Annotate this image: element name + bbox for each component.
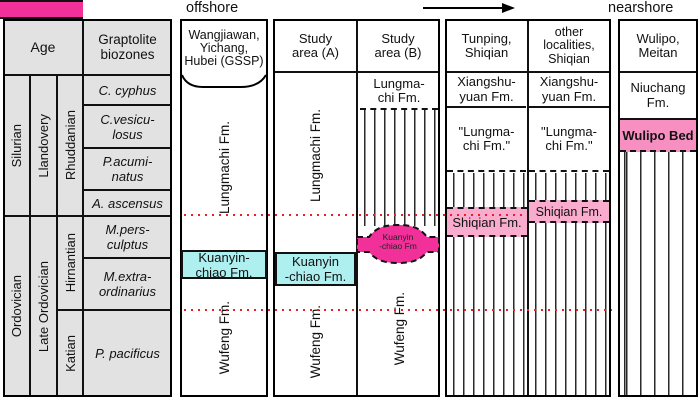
other-upper-hachure bbox=[531, 173, 607, 200]
other-lungmachi-unit: "Lungma-chi Fm." bbox=[541, 123, 597, 153]
tunping-shiqian-unit: Shiqian Fm. bbox=[447, 207, 527, 237]
age-header-cell: Age bbox=[3, 19, 83, 75]
other-localities-header: other localities, Shiqian bbox=[543, 24, 595, 66]
arrow-head-icon bbox=[502, 3, 515, 13]
other-shiqian-unit: Shiqian Fm. bbox=[529, 200, 609, 223]
wangjiawan-box bbox=[180, 19, 268, 397]
other-xiangshuyuan-unit: Xiangshu-yuan Fm. bbox=[529, 73, 609, 108]
age-table-outer-border bbox=[3, 19, 172, 397]
biozone-ascensus-cell: A. ascensus bbox=[83, 190, 172, 216]
stage-hirnantian-cell: Hirnantian bbox=[57, 216, 83, 310]
stage-katian-cell: Katian bbox=[57, 310, 83, 397]
study-b-kuanyinchiao-label: Kuanyin -chiao Fm bbox=[379, 231, 417, 251]
study-a-kuanyinchiao-unit: Kuanyin -chiao Fm. bbox=[275, 252, 356, 286]
study-a-b-divider bbox=[356, 21, 358, 395]
study-a-header: Study area (A) bbox=[292, 30, 339, 60]
biozone-pacificus-cell: P. pacificus bbox=[83, 310, 172, 397]
wulipo-header: Wulipo, Meitan bbox=[636, 30, 680, 60]
tunping-other-divider bbox=[527, 21, 529, 395]
study-b-kuanyinchiao-blob bbox=[356, 223, 440, 265]
study-b-hiatus-hachure bbox=[360, 110, 438, 226]
tunping-lungmachi-unit: "Lungma-chi Fm." bbox=[458, 123, 515, 153]
wulipo-niuchang-unit: Niuchang Fm. bbox=[630, 80, 686, 110]
wulipo-header-bottom-border bbox=[620, 71, 696, 73]
study-a-kuanyinchiao-band bbox=[0, 0, 83, 19]
biozone-extraordinarius-cell: M.extra-ordinarius bbox=[83, 258, 172, 310]
katian-hirnantian-boundary-red-line bbox=[184, 309, 612, 311]
wangjiawan-header: Wangjiawan, Yichang, Hubei (GSSP) bbox=[184, 27, 264, 68]
study-b-wufeng-label: Wufeng Fm. bbox=[391, 292, 407, 366]
tunping-unconformity-dashed-line bbox=[447, 170, 526, 172]
epoch-llandovery-cell: Llandovery bbox=[30, 75, 57, 216]
tunping-lower-hachure bbox=[449, 237, 525, 395]
tunping-header: Tunping, Shiqian bbox=[461, 30, 512, 60]
other-unconformity-dashed-line bbox=[529, 170, 609, 172]
tunping-upper-hachure bbox=[449, 173, 525, 207]
biozone-cyphus-cell: C. cyphus bbox=[83, 75, 172, 105]
shiqian-header-bottom-border bbox=[447, 71, 609, 73]
study-a-wufeng-label: Wufeng Fm. bbox=[308, 304, 323, 379]
study-b-header: Study area (B) bbox=[374, 30, 422, 60]
wulipo-bed-unit: Wulipo Bed bbox=[620, 118, 696, 152]
biozone-header-cell: Graptolite biozones bbox=[83, 19, 172, 75]
biozone-vesiculosus-cell: C.vesicu-losus bbox=[83, 105, 172, 148]
offshore-label: offshore bbox=[186, 0, 239, 16]
biozone-acuminatus-cell: P.acumi-natus bbox=[83, 148, 172, 190]
ordovician-silurian-boundary-red-line bbox=[184, 214, 523, 216]
wangjiawan-lungmachi-label: Lungmachi Fm. bbox=[216, 121, 232, 215]
wulipo-lower-hachure bbox=[622, 152, 694, 395]
study-b-unconformity-dashed-line bbox=[360, 108, 438, 110]
period-ordovician-cell: Ordovician bbox=[3, 216, 30, 397]
wangjiawan-kuanyinchiao-unit: Kuanyin- chiao Fm. bbox=[181, 250, 267, 280]
epoch-late-ordovician-cell: Late Ordovician bbox=[30, 216, 57, 397]
nearshore-label: nearshore bbox=[608, 0, 674, 16]
study-a-lungmachi-label: Lungmachi Fm. bbox=[308, 108, 323, 203]
biozone-persculptus-cell: M.pers-culptus bbox=[83, 216, 172, 258]
offshore-nearshore-arrow bbox=[423, 7, 503, 9]
study-b-lungmachi-label: Lungma-chi Fm. bbox=[373, 75, 425, 105]
tunping-xiangshuyuan-unit: Xiangshu-yuan Fm. bbox=[447, 73, 526, 108]
wangjiawan-wufeng-label: Wufeng Fm. bbox=[216, 301, 232, 375]
period-silurian-cell: Silurian bbox=[3, 75, 30, 216]
study-header-bottom-border bbox=[275, 71, 438, 73]
gssp-header-brace bbox=[181, 74, 267, 88]
stage-rhuddanian-cell: Rhuddanian bbox=[57, 75, 83, 216]
